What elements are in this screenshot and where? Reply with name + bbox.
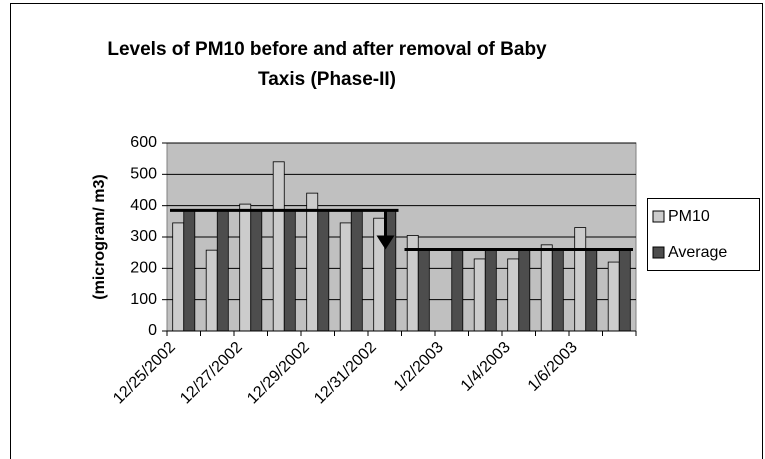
y-tick-label: 600 <box>130 134 157 151</box>
bar <box>205 249 218 332</box>
bar <box>417 249 430 332</box>
y-tick-label: 0 <box>148 322 157 339</box>
bar <box>618 249 631 332</box>
chart-title: Levels of PM10 before and after removal … <box>107 39 547 60</box>
legend-label: Average <box>668 244 727 261</box>
bar <box>172 222 185 332</box>
chart-title: Taxis (Phase-II) <box>258 69 396 90</box>
bar <box>250 209 263 332</box>
bar <box>551 249 564 332</box>
bar <box>484 249 497 332</box>
legend <box>647 198 760 271</box>
y-tick-label: 400 <box>130 197 157 214</box>
bar <box>183 209 196 332</box>
bar <box>451 249 464 332</box>
bar <box>540 244 553 332</box>
bar <box>272 161 285 332</box>
legend-swatch <box>652 210 665 223</box>
bar <box>216 209 229 332</box>
y-axis-title: (microgram/ m3) <box>91 174 108 299</box>
legend-swatch <box>652 246 665 259</box>
bar <box>507 258 520 332</box>
bar <box>306 192 319 332</box>
arrow-head <box>376 235 395 250</box>
bar <box>239 203 252 332</box>
y-tick-label: 100 <box>130 291 157 308</box>
bar <box>518 249 531 332</box>
y-tick-label: 300 <box>130 228 157 245</box>
y-tick-label: 200 <box>130 260 157 277</box>
bar <box>317 209 330 332</box>
bar <box>473 258 486 332</box>
y-tick-label: 500 <box>130 166 157 183</box>
bar <box>607 261 620 332</box>
bar <box>574 227 587 332</box>
bar <box>339 222 352 332</box>
bar <box>373 217 386 332</box>
bar <box>585 249 598 332</box>
bar <box>350 209 363 332</box>
bar <box>283 209 296 332</box>
legend-label: PM10 <box>668 208 710 225</box>
